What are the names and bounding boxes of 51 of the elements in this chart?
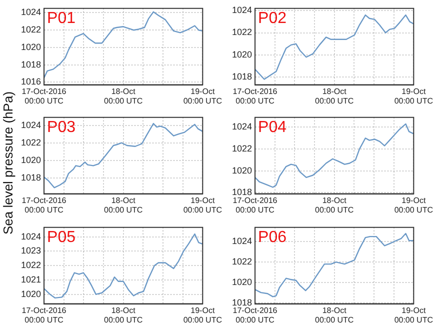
y-tick-label: 1018	[232, 188, 252, 198]
y-tick-label: 1020	[232, 166, 252, 176]
y-tick-label: 1024	[20, 120, 42, 130]
x-tick-label: 18-Oct 00:00 UTC	[314, 305, 354, 324]
y-tick-label: 1022	[232, 27, 252, 38]
y-tick-label: 1018	[232, 72, 252, 82]
y-tick-label: 1022	[232, 144, 252, 154]
y-tick-label: 1022	[232, 256, 252, 266]
y-tick-label: 1020	[20, 155, 42, 166]
y-tick-label: 1020	[232, 49, 252, 60]
chart-title: P05	[47, 228, 76, 246]
chart-title: P04	[258, 119, 287, 136]
chart-title: P02	[258, 10, 287, 27]
x-tick-label: 17-Oct-2016 00:00 UTC	[22, 86, 67, 106]
x-tick-label: 18-Oct 00:00 UTC	[104, 196, 143, 215]
y-tick-label: 1020	[20, 288, 42, 298]
x-tick-label: 19-Oct 00:00 UTC	[394, 305, 434, 324]
x-tick-label: 19-Oct 00:00 UTC	[183, 305, 222, 324]
x-tick-label: 19-Oct 00:00 UTC	[394, 86, 434, 106]
x-tick-label: 19-Oct 00:00 UTC	[394, 196, 434, 215]
x-tick-label: 19-Oct 00:00 UTC	[183, 86, 222, 106]
x-tick-label: 19-Oct 00:00 UTC	[183, 196, 222, 215]
x-tick-label: 17-Oct-2016 00:00 UTC	[232, 86, 278, 106]
x-tick-label: 18-Oct 00:00 UTC	[314, 86, 354, 106]
y-tick-label: 1024	[20, 7, 42, 18]
chart-title: P03	[47, 119, 76, 136]
y-tick-label: 1018	[20, 172, 42, 183]
y-tick-label: 1024	[20, 231, 42, 242]
y-tick-label: 1021	[20, 274, 42, 284]
x-tick-label: 17-Oct-2016 00:00 UTC	[232, 196, 278, 215]
chart-title: P01	[47, 10, 76, 27]
y-tick-label: 1023	[20, 245, 42, 256]
x-tick-label: 17-Oct-2016 00:00 UTC	[22, 196, 67, 215]
y-tick-label: 1020	[232, 276, 252, 287]
y-tick-label: 1020	[20, 42, 42, 52]
y-tick-label: 1022	[20, 138, 42, 148]
x-tick-label: 17-Oct-2016 00:00 UTC	[232, 305, 278, 324]
y-tick-label: 1018	[20, 59, 42, 70]
y-axis-title: Sea level pressure (hPa)	[0, 91, 16, 235]
x-tick-label: 18-Oct 00:00 UTC	[314, 196, 354, 215]
y-tick-label: 1024	[232, 122, 252, 132]
x-tick-label: 18-Oct 00:00 UTC	[104, 86, 143, 106]
y-tick-label: 1022	[20, 260, 42, 270]
y-tick-label: 1024	[232, 236, 252, 246]
chart-title: P06	[258, 228, 287, 246]
x-tick-label: 17-Oct-2016 00:00 UTC	[22, 305, 67, 324]
y-tick-label: 1024	[232, 5, 252, 16]
y-tick-label: 1022	[20, 24, 42, 35]
x-tick-label: 18-Oct 00:00 UTC	[104, 305, 143, 324]
y-tick-label: 1016	[20, 76, 42, 87]
y-tick-label: 1018	[232, 296, 252, 307]
